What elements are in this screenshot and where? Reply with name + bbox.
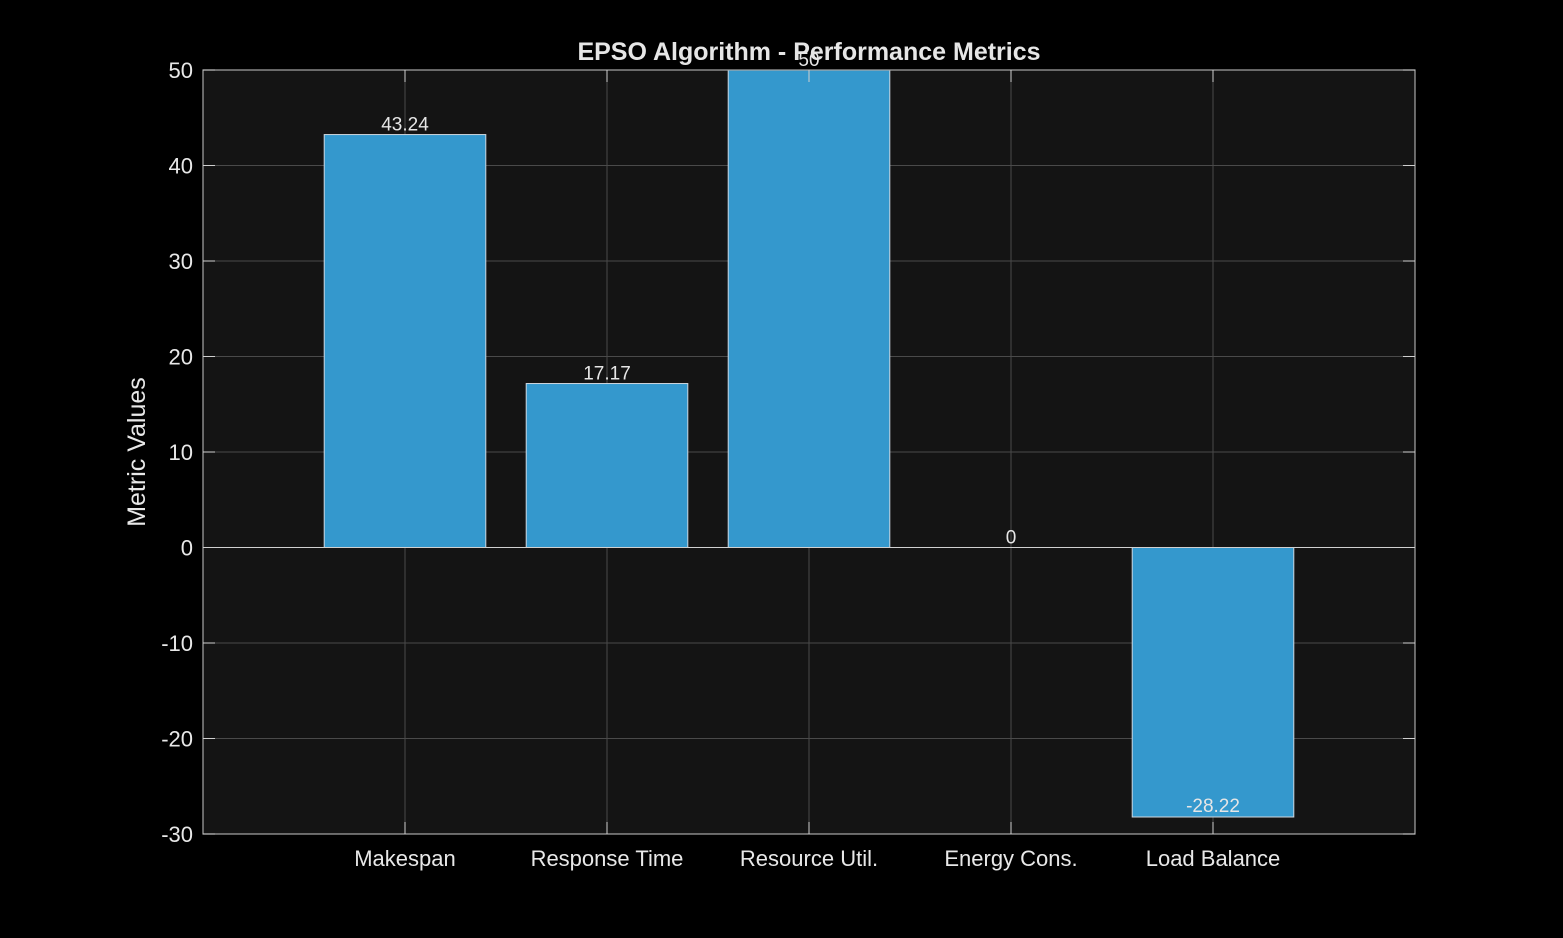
bar-makespan	[323, 134, 487, 548]
chart-title: EPSO Algorithm - Performance Metrics	[577, 38, 1040, 66]
x-tick-label: Load Balance	[1146, 846, 1281, 871]
data-label: 50	[798, 50, 819, 71]
y-tick-label: 40	[169, 154, 193, 179]
y-tick-label: 10	[169, 440, 193, 465]
x-tick-label: Resource Util.	[740, 846, 878, 871]
data-labels: 43.24 17.17 50 0 -28.22	[381, 50, 1240, 817]
data-label: 0	[1006, 528, 1017, 549]
y-tick-label: -30	[161, 822, 193, 847]
data-label: 43.24	[381, 115, 429, 136]
bar-resource-util	[727, 69, 891, 548]
y-tick-labels: -30 -20 -10 0 10 20 30 40 50	[161, 58, 193, 847]
x-tick-label: Makespan	[354, 846, 456, 871]
bars	[323, 69, 1295, 818]
y-tick-label: 0	[181, 536, 193, 561]
y-tick-label: -10	[161, 631, 193, 656]
bar-load-balance	[1131, 547, 1295, 818]
data-label: -28.22	[1186, 796, 1240, 817]
y-tick-label: 50	[169, 58, 193, 83]
data-label: 17.17	[583, 364, 631, 385]
y-tick-label: 20	[169, 345, 193, 370]
y-tick-label: 30	[169, 249, 193, 274]
y-axis-title: Metric Values	[123, 377, 151, 527]
x-tick-label: Energy Cons.	[944, 846, 1077, 871]
y-tick-label: -20	[161, 727, 193, 752]
tick-marks	[203, 69, 1415, 835]
x-tick-labels: Makespan Response Time Resource Util. Energ…	[354, 846, 1280, 871]
x-tick-label: Response Time	[531, 846, 684, 871]
bar-response-time	[525, 383, 689, 548]
